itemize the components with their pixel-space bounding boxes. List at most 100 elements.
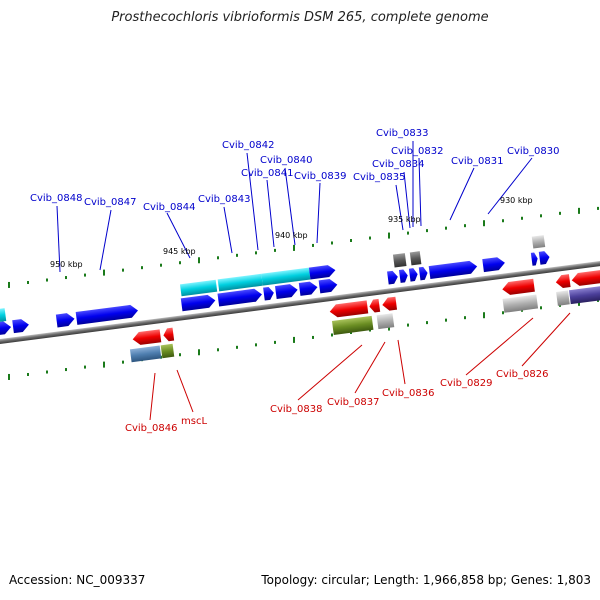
- scale-tick: [597, 206, 599, 210]
- scale-tick: [84, 273, 86, 277]
- gene-arrow: [428, 260, 478, 280]
- scale-label: 945 kbp: [163, 247, 196, 256]
- scale-tick: [198, 349, 200, 356]
- gene-label-reverse: mscL: [181, 416, 207, 427]
- gene-arrow: [217, 288, 262, 307]
- scale-tick: [46, 370, 48, 374]
- leader-line: [284, 167, 296, 246]
- gene-arrow: [12, 319, 29, 334]
- scale-tick: [521, 216, 523, 220]
- gene-label-forward: Cvib_0841: [241, 168, 293, 179]
- gene-label-forward: Cvib_0830: [507, 146, 559, 157]
- scale-tick: [540, 306, 542, 310]
- scale-tick: [84, 365, 86, 369]
- gene-arrow: [408, 268, 418, 282]
- scale-tick: [426, 321, 428, 325]
- gene-arrow: [502, 294, 539, 313]
- leader-line: [149, 372, 156, 421]
- genome-backbone: [0, 253, 600, 352]
- leader-line: [99, 209, 112, 271]
- leader-line: [403, 171, 411, 229]
- scale-tick: [65, 276, 67, 280]
- scale-tick: [293, 336, 295, 343]
- gene-arrow: [531, 235, 546, 249]
- gene-label-reverse: Cvib_0826: [496, 369, 548, 380]
- accession-text: Accession: NC_009337: [9, 573, 146, 587]
- scale-tick: [331, 333, 333, 337]
- label-leaders: [56, 141, 571, 421]
- gene-arrow: [538, 251, 550, 265]
- scale-tick: [46, 278, 48, 282]
- scale-tick: [122, 268, 124, 272]
- scale-tick: [445, 226, 447, 230]
- scale-label: 940 kbp: [275, 231, 308, 240]
- scale-tick: [369, 236, 371, 240]
- leader-line: [316, 182, 321, 244]
- gene-arrow: [392, 253, 407, 268]
- gene-label-forward: Cvib_0847: [84, 197, 136, 208]
- leader-line: [449, 167, 475, 221]
- gene-arrow: [55, 313, 75, 328]
- gene-label-reverse: Cvib_0836: [382, 388, 434, 399]
- scale-tick: [350, 239, 352, 242]
- gene-arrow: [418, 266, 428, 281]
- scale-tick: [217, 348, 219, 352]
- gene-label-reverse: Cvib_0829: [440, 378, 492, 389]
- gene-label-forward: Cvib_0831: [451, 156, 503, 167]
- gene-label-forward: Cvib_0835: [353, 172, 405, 183]
- scale-tick: [27, 280, 29, 284]
- scale-label: 935 kbp: [388, 215, 421, 224]
- scale-label: 930 kbp: [500, 196, 533, 205]
- scale-tick: [255, 251, 257, 255]
- scale-tick: [540, 214, 542, 218]
- scale-tick: [217, 256, 219, 260]
- scale-tick: [502, 311, 504, 315]
- gene-label-reverse: Cvib_0837: [327, 397, 379, 408]
- scale-tick: [407, 231, 409, 235]
- leader-line: [354, 341, 386, 394]
- gene-arrow: [298, 281, 318, 296]
- scale-tick: [445, 318, 447, 322]
- gene-label-forward: Cvib_0848: [30, 193, 82, 204]
- genome-title: Prosthecochloris vibrioformis DSM 265, c…: [111, 10, 489, 25]
- gene-arrow: [502, 278, 535, 295]
- gene-arrow: [568, 285, 600, 305]
- gene-arrow: [129, 345, 162, 363]
- gene-arrow: [261, 267, 311, 286]
- gene-arrow: [308, 265, 336, 280]
- gene-arrow: [160, 343, 175, 359]
- gene-arrow: [329, 300, 369, 318]
- scale-tick: [483, 312, 485, 319]
- scale-tick: [483, 220, 485, 227]
- gene-arrow: [398, 269, 408, 283]
- gene-arrow: [331, 315, 374, 335]
- gene-arrow: [132, 329, 162, 345]
- scale-tick: [464, 316, 466, 320]
- scale-tick: [426, 229, 428, 233]
- scale-tick: [27, 372, 29, 376]
- scale-tick: [8, 373, 10, 380]
- gene-label-forward: Cvib_0843: [198, 194, 250, 205]
- gene-arrow: [369, 298, 381, 313]
- gene-arrow: [180, 294, 216, 312]
- leader-line: [465, 317, 534, 376]
- scale-tick: [8, 281, 10, 288]
- scale-label: 950 kbp: [50, 260, 83, 269]
- scale-tick: [236, 345, 238, 349]
- scale-tick: [141, 266, 143, 270]
- scale-tick: [179, 353, 181, 357]
- gene-arrow: [275, 284, 298, 299]
- scale-tick: [179, 261, 181, 265]
- scale-tick: [578, 207, 580, 214]
- gene-arrow: [263, 286, 274, 301]
- scale-tick: [559, 211, 561, 215]
- gene-label-forward: Cvib_0839: [294, 171, 346, 182]
- gene-arrow: [555, 274, 571, 289]
- gene-arrow: [571, 270, 600, 286]
- gene-arrow: [217, 273, 263, 292]
- gene-label-forward: Cvib_0832: [391, 146, 443, 157]
- topology-text: Topology: circular; Length: 1,966,858 bp…: [261, 573, 591, 587]
- scale-tick: [103, 361, 105, 368]
- scale-tick: [198, 257, 200, 264]
